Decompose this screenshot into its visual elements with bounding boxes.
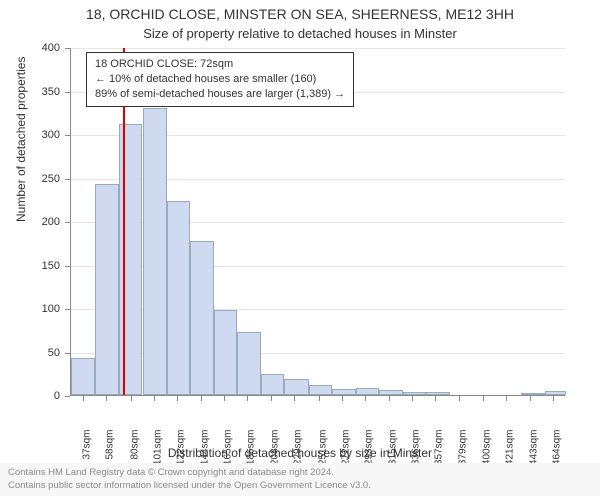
x-tick bbox=[201, 396, 202, 401]
y-tick bbox=[65, 179, 70, 180]
info-line-3: 89% of semi-detached houses are larger (… bbox=[95, 87, 345, 102]
y-tick bbox=[65, 396, 70, 397]
y-tick-label: 100 bbox=[10, 303, 60, 315]
x-tick bbox=[459, 396, 460, 401]
histogram-bar bbox=[403, 392, 426, 395]
histogram-bar bbox=[545, 391, 566, 395]
histogram-bar bbox=[143, 108, 167, 395]
x-tick bbox=[247, 396, 248, 401]
x-tick bbox=[319, 396, 320, 401]
histogram-bar bbox=[214, 310, 237, 395]
y-tick-label: 400 bbox=[10, 42, 60, 54]
x-tick bbox=[131, 396, 132, 401]
histogram-bar bbox=[521, 393, 545, 395]
y-tick-label: 300 bbox=[10, 129, 60, 141]
histogram-bar bbox=[167, 201, 190, 395]
y-tick bbox=[65, 92, 70, 93]
histogram-bar bbox=[426, 392, 450, 395]
x-tick bbox=[294, 396, 295, 401]
x-tick bbox=[365, 396, 366, 401]
y-tick bbox=[65, 48, 70, 49]
x-tick bbox=[412, 396, 413, 401]
chart-container: { "title_line1": "18, ORCHID CLOSE, MINS… bbox=[0, 0, 600, 500]
y-tick-label: 250 bbox=[10, 173, 60, 185]
y-tick bbox=[65, 266, 70, 267]
info-box: 18 ORCHID CLOSE: 72sqm ← 10% of detached… bbox=[86, 52, 354, 107]
histogram-bar bbox=[309, 385, 332, 395]
x-tick bbox=[177, 396, 178, 401]
histogram-bar bbox=[95, 184, 119, 395]
page-title: 18, ORCHID CLOSE, MINSTER ON SEA, SHEERN… bbox=[0, 6, 600, 22]
y-tick-label: 350 bbox=[10, 86, 60, 98]
x-tick bbox=[435, 396, 436, 401]
x-tick bbox=[389, 396, 390, 401]
y-tick-label: 50 bbox=[10, 347, 60, 359]
x-tick bbox=[483, 396, 484, 401]
histogram-bar bbox=[332, 389, 356, 395]
y-tick-label: 0 bbox=[10, 390, 60, 402]
y-tick-label: 150 bbox=[10, 260, 60, 272]
x-tick bbox=[106, 396, 107, 401]
y-tick bbox=[65, 222, 70, 223]
histogram-bar bbox=[71, 358, 95, 395]
x-tick bbox=[342, 396, 343, 401]
y-tick bbox=[65, 309, 70, 310]
info-line-1: 18 ORCHID CLOSE: 72sqm bbox=[95, 57, 345, 72]
info-line-2: ← 10% of detached houses are smaller (16… bbox=[95, 72, 345, 87]
y-tick bbox=[65, 135, 70, 136]
x-tick bbox=[83, 396, 84, 401]
credit-line-1: Contains HM Land Registry data © Crown c… bbox=[8, 467, 592, 479]
x-tick bbox=[506, 396, 507, 401]
histogram-bar bbox=[284, 379, 308, 395]
x-tick bbox=[530, 396, 531, 401]
x-tick bbox=[553, 396, 554, 401]
histogram-bar bbox=[190, 241, 214, 395]
page-subtitle: Size of property relative to detached ho… bbox=[0, 26, 600, 41]
x-tick bbox=[154, 396, 155, 401]
credit-footer: Contains HM Land Registry data © Crown c… bbox=[0, 463, 600, 496]
histogram-bar bbox=[379, 390, 403, 395]
histogram-bar bbox=[356, 388, 379, 395]
histogram-bar bbox=[261, 374, 284, 395]
credit-line-2: Contains public sector information licen… bbox=[8, 480, 592, 492]
x-tick bbox=[224, 396, 225, 401]
gridline bbox=[71, 48, 565, 49]
x-tick bbox=[271, 396, 272, 401]
histogram-bar bbox=[237, 332, 261, 396]
x-axis-title: Distribution of detached houses by size … bbox=[0, 446, 600, 460]
y-tick bbox=[65, 353, 70, 354]
y-tick-label: 200 bbox=[10, 216, 60, 228]
